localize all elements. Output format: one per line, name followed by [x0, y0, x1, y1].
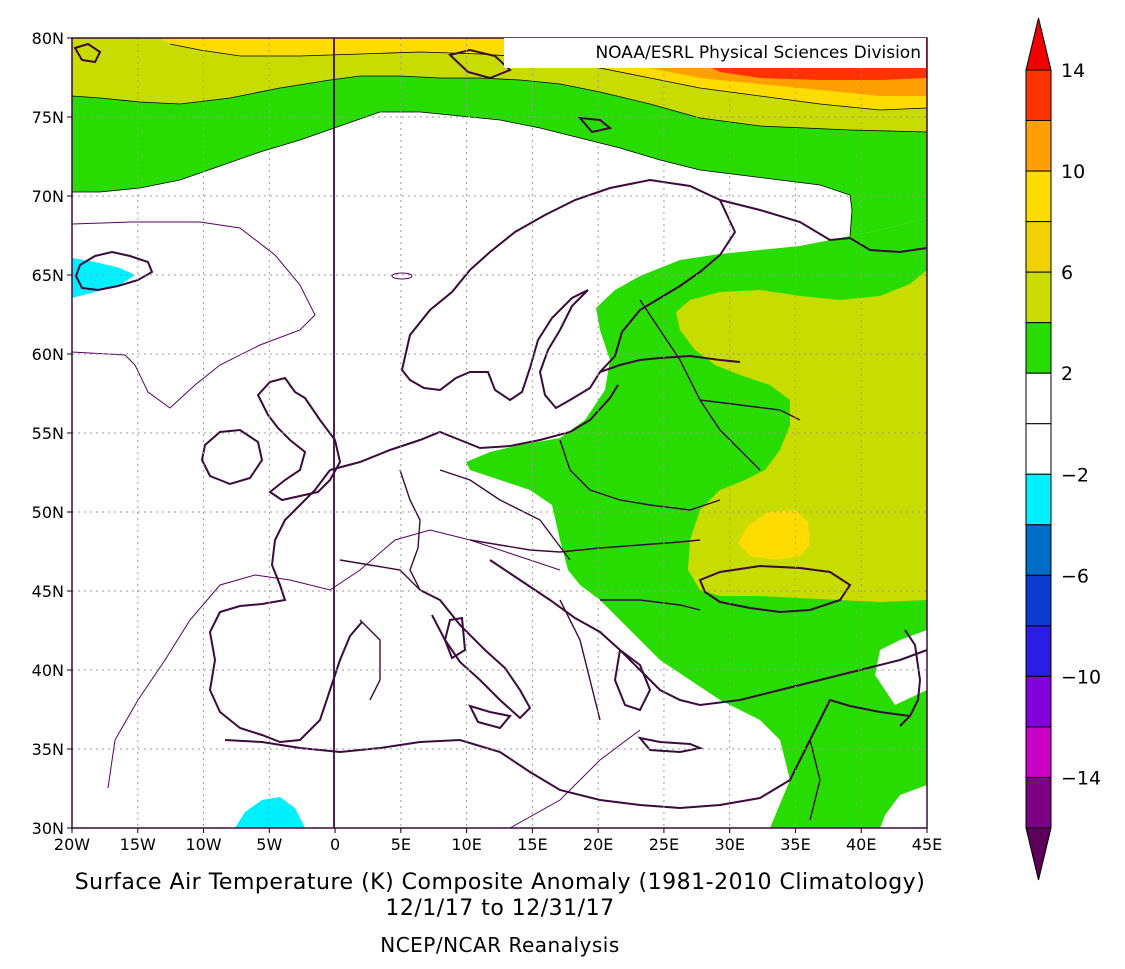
- lon-tick-label: 40E: [846, 835, 876, 854]
- coastlines: [73, 42, 927, 810]
- colorbar: [1025, 17, 1052, 881]
- colorbar-bottom-arrow: [1025, 827, 1052, 881]
- lat-tick-label: 70N: [32, 187, 64, 206]
- contour-zero-south: [107, 529, 561, 789]
- colorbar-swatch: [1025, 69, 1052, 122]
- colorbar-labels: 14 10 6 2 −2 −6 −10 −14: [1061, 60, 1101, 789]
- latitude-labels: 80N 75N 70N 65N 60N 55N 50N 45N 40N 35N 30N: [32, 29, 64, 838]
- colorbar-swatch: [1025, 271, 1052, 324]
- lat-tick-label: 35N: [32, 740, 64, 759]
- anomaly-cyan-africa: [235, 797, 305, 828]
- colorbar-label: −6: [1061, 565, 1089, 587]
- lat-tick-label: 80N: [32, 29, 64, 48]
- lon-tick-label: 25E: [649, 835, 679, 854]
- lon-tick-label: 20W: [54, 835, 90, 854]
- colorbar-label: −2: [1061, 464, 1089, 486]
- lon-tick-label: 0: [330, 835, 340, 854]
- credit-text: NOAA/ESRL Physical Sciences Division: [595, 43, 921, 63]
- colorbar-swatch: [1025, 675, 1052, 728]
- colorbar-swatch: [1025, 574, 1052, 627]
- colorbar-label: 2: [1061, 363, 1073, 385]
- colorbar-label: −14: [1061, 767, 1101, 789]
- colorbar-label: 6: [1061, 262, 1073, 284]
- lon-tick-label: 45E: [912, 835, 942, 854]
- lat-tick-label: 65N: [32, 266, 64, 285]
- figure-title: Surface Air Temperature (K) Composite An…: [74, 870, 926, 895]
- colorbar-swatch: [1025, 221, 1052, 273]
- lon-tick-label: 5E: [391, 835, 411, 854]
- grid: [72, 38, 927, 828]
- lat-tick-label: 55N: [32, 424, 64, 443]
- lon-tick-label: 15W: [120, 835, 156, 854]
- lat-tick-label: 75N: [32, 108, 64, 127]
- lon-tick-label: 15E: [517, 835, 547, 854]
- axis-ticks: [67, 37, 928, 833]
- colorbar-top-arrow: [1025, 17, 1052, 71]
- credit-box: [504, 38, 926, 68]
- contour-zero-islet: [391, 272, 413, 280]
- lon-tick-label: 35E: [780, 835, 810, 854]
- colorbar-swatch: [1025, 625, 1052, 677]
- colorbar-swatch: [1025, 322, 1052, 374]
- figure-date-range: 12/1/17 to 12/31/17: [385, 896, 615, 921]
- colorbar-label: −10: [1061, 666, 1101, 688]
- lon-tick-label: 10W: [185, 835, 221, 854]
- colorbar-swatch: [1025, 473, 1052, 526]
- colorbar-swatch: [1025, 372, 1052, 425]
- colorbar-swatch: [1025, 423, 1052, 475]
- lat-tick-label: 60N: [32, 345, 64, 364]
- colorbar-label: 10: [1061, 161, 1085, 183]
- colorbar-swatch: [1025, 120, 1052, 172]
- political-borders: [339, 299, 821, 821]
- contour-zero-med: [509, 729, 641, 828]
- colorbar-swatch: [1025, 726, 1052, 778]
- lat-tick-label: 30N: [32, 819, 64, 838]
- anomaly-lime-east: [676, 270, 927, 602]
- contour-zero-atlantic: [72, 221, 316, 409]
- colorbar-swatch: [1025, 776, 1052, 829]
- figure-source: NCEP/NCAR Reanalysis: [380, 933, 620, 957]
- lat-tick-label: 50N: [32, 503, 64, 522]
- lat-tick-label: 45N: [32, 582, 64, 601]
- lon-tick-label: 30E: [714, 835, 744, 854]
- longitude-labels: 20W 15W 10W 5W 0 5E 10E 15E 20E 25E 30E 35E 40E 45E: [54, 835, 942, 854]
- lon-tick-label: 10E: [451, 835, 481, 854]
- colorbar-swatch: [1025, 170, 1052, 223]
- lat-tick-label: 40N: [32, 661, 64, 680]
- anomaly-yellow-ukraine: [738, 510, 810, 560]
- colorbar-label: 14: [1061, 60, 1085, 82]
- anomaly-field: [72, 38, 927, 828]
- lon-tick-label: 5W: [256, 835, 282, 854]
- colorbar-swatch: [1025, 524, 1052, 576]
- anomaly-green-north: [72, 76, 927, 236]
- lon-tick-label: 20E: [583, 835, 613, 854]
